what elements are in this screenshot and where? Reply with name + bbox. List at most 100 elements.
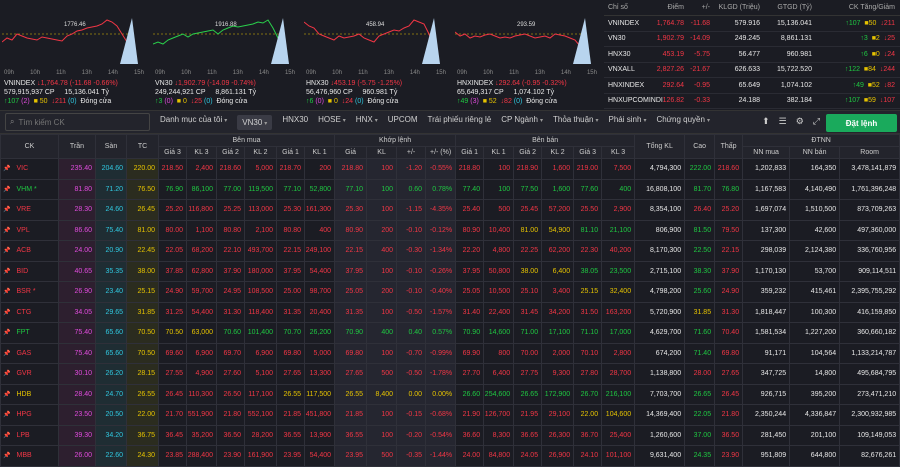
table-row[interactable]: 📌 VHM * 81.80 71.20 76.50 76.90 86,100 77.00 119… <box>0 178 900 200</box>
chart-card-vn30[interactable]: 1916.88 09h 10h 11h 13h 14h 15h VN30 ↓1,902.79 … <box>151 0 299 110</box>
price-cell: 81.50 <box>684 219 716 241</box>
symbol-cell[interactable]: 📌 BID <box>0 260 59 282</box>
price-cell: 22.00 <box>126 404 159 426</box>
price-cell: -1.44% <box>425 445 457 467</box>
pin-icon[interactable]: 📌 <box>3 289 11 296</box>
pin-icon[interactable]: 📌 <box>3 432 11 439</box>
index-volume: 65.649 <box>738 81 760 89</box>
price-cell: 40,200 <box>601 240 636 262</box>
tab-cp-ng-nh[interactable]: CP Ngành ▾ <box>501 114 544 124</box>
price-cell: 37.00 <box>684 424 716 446</box>
price-cell: 21.95 <box>513 404 543 426</box>
pin-icon[interactable]: 📌 <box>3 391 11 398</box>
tab-ph-i-sinh[interactable]: Phái sinh ▾ <box>608 114 647 124</box>
symbol-cell[interactable]: 📌 ACB <box>0 240 59 262</box>
pin-icon[interactable]: 📌 <box>3 309 11 316</box>
price-cell: 24.00 <box>58 240 96 262</box>
tab-tr-i-phi-u-ri-ng-l-[interactable]: Trái phiếu riêng lẻ <box>427 114 492 124</box>
price-cell: 29.65 <box>95 301 127 323</box>
tab-hnx30[interactable]: HNX30 <box>282 114 309 124</box>
index-row[interactable]: VNINDEX 1,764.78 -11.68 579.916 15,136.041 ↑1… <box>604 16 900 32</box>
symbol-cell[interactable]: 📌 FPT <box>0 322 59 344</box>
tab-ch-ng-quy-n[interactable]: Chứng quyền ▾ <box>656 114 710 124</box>
volume-spike <box>271 18 289 64</box>
symbol-cell[interactable]: 📌 CTG <box>0 301 59 323</box>
pin-icon[interactable]: 📌 <box>3 371 11 378</box>
price-cell: 27.65 <box>276 363 305 385</box>
price-cell: 35,200 <box>186 424 217 446</box>
pin-icon[interactable]: 📌 <box>3 453 11 460</box>
index-row[interactable]: HNX30 453.19 -5.75 56.477 960.981 ↑6 ■0 ↓24 <box>604 47 900 63</box>
symbol-cell[interactable]: 📌 LPB <box>0 424 59 446</box>
pin-icon[interactable]: 📌 <box>3 268 11 275</box>
symbol-cell[interactable]: 📌 GVR <box>0 363 59 385</box>
index-row[interactable]: HNXUPCOMINDI 126.82 -0.33 24.188 382.184 ↑107… <box>604 94 900 109</box>
table-row[interactable]: 📌 MBB 26.00 22.60 24.30 23.85 288,400 23.90 161,… <box>0 445 900 467</box>
table-row[interactable]: 📌 VPL 86.60 75.40 81.00 80.00 1,100 80.80 2,100 8… <box>0 219 900 241</box>
pin-icon[interactable]: 📌 <box>3 186 11 193</box>
chart-card-hnx30[interactable]: 458.94 09h 10h 11h 13h 14h 15h HNX30 ↓453.19 (-… <box>302 0 450 110</box>
tab-th-a-thu-n[interactable]: Thỏa thuận ▾ <box>553 114 599 124</box>
table-row[interactable]: 📌 CTG 34.05 29.65 31.85 31.25 54,400 31.30 118,4… <box>0 301 900 323</box>
table-row[interactable]: 📌 GAS 75.40 65.60 70.50 69.60 6,900 69.70 6,900 6… <box>0 342 900 364</box>
chevron-down-icon: ▾ <box>540 117 544 124</box>
symbol-cell[interactable]: 📌 VPL <box>0 219 59 241</box>
search-input[interactable] <box>18 117 139 127</box>
price-cell: 2,300,932,985 <box>839 404 900 426</box>
price-cell: 218.60 <box>216 158 245 180</box>
price-cell: -0.68% <box>425 404 457 426</box>
list-view-icon[interactable]: ☰ <box>778 116 787 126</box>
table-row[interactable]: 📌 VRE 28.30 24.60 26.45 25.20 116,800 25.25 113,… <box>0 199 900 221</box>
symbol-cell[interactable]: 📌 HDB <box>0 383 59 405</box>
tab-vn30[interactable]: VN30 ▾ <box>237 114 273 130</box>
price-cell: 22.20 <box>455 240 485 262</box>
price-cell: 24.90 <box>158 281 187 303</box>
table-row[interactable]: 📌 VIC 235.40 204.60 220.00 218.50 2,400 218.60 5… <box>0 158 900 180</box>
chart-card-vnindex[interactable]: 1776.46 09h 10h 11h 13h 14h 15h VNINDEX ↓1,764.… <box>0 0 148 110</box>
pin-icon[interactable]: 📌 <box>3 412 11 419</box>
pin-icon[interactable]: 📌 <box>3 330 11 337</box>
symbol-cell[interactable]: 📌 MBB <box>0 445 59 467</box>
place-order-button[interactable]: Đặt lệnh <box>826 114 897 132</box>
tab-hose[interactable]: HOSE ▾ <box>318 114 346 124</box>
subcol-header: Giá 1 <box>276 146 305 159</box>
symbol-cell[interactable]: 📌 GAS <box>0 342 59 364</box>
expand-icon[interactable]: ⤢ <box>812 116 820 126</box>
top-panel: 1776.46 09h 10h 11h 13h 14h 15h VNINDEX ↓1,764.… <box>0 0 900 110</box>
settings-icon[interactable]: ⚙ <box>795 116 804 126</box>
table-row[interactable]: 📌 LPB 39.30 34.20 36.75 36.45 35,200 36.50 28,20… <box>0 424 900 446</box>
symbol-cell[interactable]: 📌 VIC <box>0 158 59 180</box>
table-row[interactable]: 📌 BID 40.65 35.35 38.00 37.85 62,800 37.90 180,0… <box>0 260 900 282</box>
index-row[interactable]: VNXALL 2,827.26 -21.67 626.633 15,722.520 ↑12… <box>604 63 900 78</box>
chart-card-hnxindex[interactable]: 293.59 09h 10h 11h 13h 14h 15h HNXINDEX ↓292.64… <box>453 0 601 110</box>
index-updown: ↑3 ■2 ↓25 <box>860 35 895 43</box>
pin-icon[interactable]: 📌 <box>3 350 11 357</box>
chart-index-value: ↓292.64 (-0.95 -0.32%) <box>495 80 567 87</box>
table-row[interactable]: 📌 HPG 23.50 20.50 22.00 21.70 551,900 21.80 552,… <box>0 404 900 426</box>
price-cell: 25.20 <box>714 199 744 221</box>
table-row[interactable]: 📌 GVR 30.10 26.20 28.15 27.55 4,900 27.60 5,100 2… <box>0 363 900 385</box>
symbol-cell[interactable]: 📌 BSR * <box>0 281 59 303</box>
table-row[interactable]: 📌 HDB 28.40 24.70 26.55 26.45 110,300 26.50 117,… <box>0 383 900 405</box>
table-row[interactable]: 📌 ACB 24.00 20.90 22.45 22.05 68,200 22.10 493,7… <box>0 240 900 262</box>
tab-upcom[interactable]: UPCOM <box>387 114 418 124</box>
upload-icon[interactable]: ⬆ <box>762 116 770 126</box>
price-cell: 26.90 <box>58 281 96 303</box>
symbol-cell[interactable]: 📌 HPG <box>0 404 59 426</box>
symbol-cell[interactable]: 📌 VRE <box>0 199 59 221</box>
pin-icon[interactable]: 📌 <box>3 166 11 173</box>
index-row[interactable]: HNXINDEX 292.64 -0.95 65.649 1,074.102 ↑49 ■5… <box>604 78 900 94</box>
symbol-cell[interactable]: 📌 VHM * <box>0 178 59 200</box>
pin-icon[interactable]: 📌 <box>3 207 11 214</box>
price-cell: 108,500 <box>244 281 277 303</box>
tab-hnx[interactable]: HNX ▾ <box>355 114 378 124</box>
table-row[interactable]: 📌 FPT 75.40 65.60 70.50 70.50 63,000 70.60 101,4… <box>0 322 900 344</box>
price-cell: 674,200 <box>634 342 686 364</box>
index-row[interactable]: VN30 1,902.79 -14.09 249.245 8,861.131 ↑3 ■2 … <box>604 32 900 47</box>
tab-danh-m-c-c-a-t-i[interactable]: Danh mục của tôi ▾ <box>160 114 228 124</box>
pin-icon[interactable]: 📌 <box>3 248 11 255</box>
price-cell: 161,300 <box>303 199 336 221</box>
pin-icon[interactable]: 📌 <box>3 227 11 234</box>
table-row[interactable]: 📌 BSR * 26.90 23.40 25.15 24.90 59,700 24.95 108… <box>0 281 900 303</box>
search-box[interactable]: ⌕ <box>5 113 150 131</box>
